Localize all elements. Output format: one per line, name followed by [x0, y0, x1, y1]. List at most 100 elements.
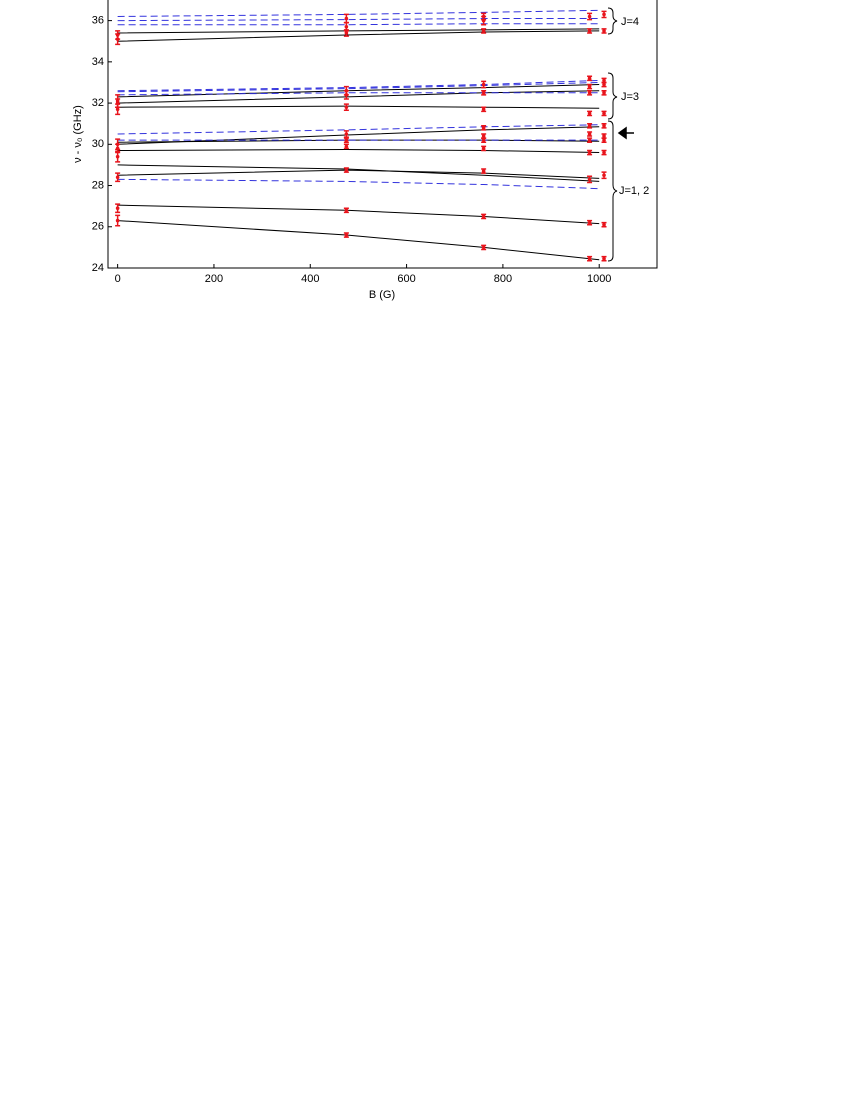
- solid-line: [117, 90, 600, 104]
- data-point: [587, 150, 592, 155]
- data-point: [344, 208, 349, 213]
- x-tick-label: 400: [301, 273, 319, 285]
- solid-line: [117, 220, 600, 261]
- arrow: [617, 126, 634, 140]
- data-point: [344, 105, 349, 109]
- annotation: J=4: [621, 16, 639, 28]
- dashed-line: [117, 124, 600, 135]
- solid-line: [117, 148, 600, 154]
- x-tick-label: 1000: [587, 273, 611, 285]
- solid-line: [117, 28, 600, 34]
- dashed-line: [117, 81, 600, 93]
- x-tick-label: 600: [397, 273, 415, 285]
- dashed-line: [117, 18, 600, 22]
- solid-line: [117, 30, 600, 42]
- dashed-line: [117, 178, 600, 190]
- data-point: [602, 29, 606, 33]
- data-point: [587, 14, 592, 19]
- data-point: [602, 138, 606, 142]
- data-point: [587, 90, 592, 95]
- annotation: J=1, 2: [619, 185, 649, 197]
- solid-line: [117, 169, 600, 179]
- y-tick-label: 36: [92, 15, 104, 27]
- data-point: [587, 29, 592, 33]
- data-point: [602, 150, 606, 155]
- x-tick-label: 200: [205, 273, 223, 285]
- data-point: [602, 256, 606, 261]
- dashed-line: [117, 92, 600, 96]
- data-point: [481, 214, 486, 219]
- x-tick-label: 800: [494, 273, 512, 285]
- data-point: [344, 144, 349, 149]
- data-point: [602, 82, 606, 87]
- y-tick-label: 26: [92, 221, 104, 233]
- data-point: [115, 33, 120, 37]
- data-point: [481, 134, 486, 138]
- data-point: [115, 154, 120, 159]
- annotation: J=3: [621, 91, 639, 103]
- data-point: [115, 175, 120, 180]
- data-point: [587, 138, 592, 142]
- dashed-line: [117, 23, 600, 26]
- data-point: [481, 90, 486, 95]
- data-point: [602, 173, 606, 178]
- y-tick-label: 30: [92, 138, 104, 150]
- data-point: [115, 101, 120, 105]
- solid-line: [117, 126, 600, 145]
- data-point: [587, 132, 592, 136]
- data-point: [481, 146, 486, 151]
- data-point: [115, 146, 120, 151]
- y-tick-label: 24: [92, 262, 104, 274]
- data-point: [587, 177, 592, 182]
- data-point: [115, 206, 120, 211]
- data-point: [602, 222, 606, 227]
- solid-line: [117, 164, 600, 182]
- solid-line: [117, 105, 600, 109]
- data-point: [587, 123, 592, 128]
- data-point: [481, 82, 486, 87]
- data-point: [602, 123, 606, 128]
- data-point: [587, 220, 592, 225]
- data-point: [481, 107, 486, 112]
- data-point: [344, 168, 349, 172]
- plot-frame: [107, 0, 658, 269]
- data-point: [481, 126, 486, 130]
- data-point: [602, 12, 606, 17]
- data-point: [344, 138, 349, 142]
- data-point: [115, 218, 120, 223]
- data-point: [344, 25, 349, 29]
- data-point: [344, 16, 349, 21]
- data-point: [344, 233, 349, 237]
- data-point: [587, 256, 592, 261]
- y-axis-label: ν - ν₀ (GHz): [72, 105, 84, 163]
- data-point: [344, 93, 349, 97]
- data-point: [481, 18, 486, 23]
- data-point: [481, 169, 486, 173]
- data-point: [115, 107, 120, 112]
- solid-line: [117, 204, 600, 225]
- brace: [607, 72, 618, 120]
- data-point: [602, 90, 606, 95]
- y-tick-label: 34: [92, 56, 104, 68]
- data-point: [481, 138, 486, 142]
- brace: [607, 7, 618, 35]
- data-point: [344, 132, 349, 136]
- dashed-line: [117, 79, 600, 92]
- data-point: [602, 134, 606, 138]
- y-tick-label: 28: [92, 179, 104, 191]
- dashed-line: [117, 9, 600, 17]
- x-axis-label: B (G): [369, 289, 395, 301]
- data-point: [587, 76, 592, 81]
- data-point: [587, 111, 592, 116]
- data-point: [587, 84, 592, 89]
- data-point: [481, 29, 486, 33]
- data-point: [344, 31, 349, 35]
- data-point: [602, 78, 606, 83]
- y-tick-label: 32: [92, 97, 104, 109]
- x-tick-label: 0: [115, 273, 121, 285]
- data-point: [602, 111, 606, 116]
- data-point: [481, 245, 486, 250]
- brace: [607, 120, 618, 262]
